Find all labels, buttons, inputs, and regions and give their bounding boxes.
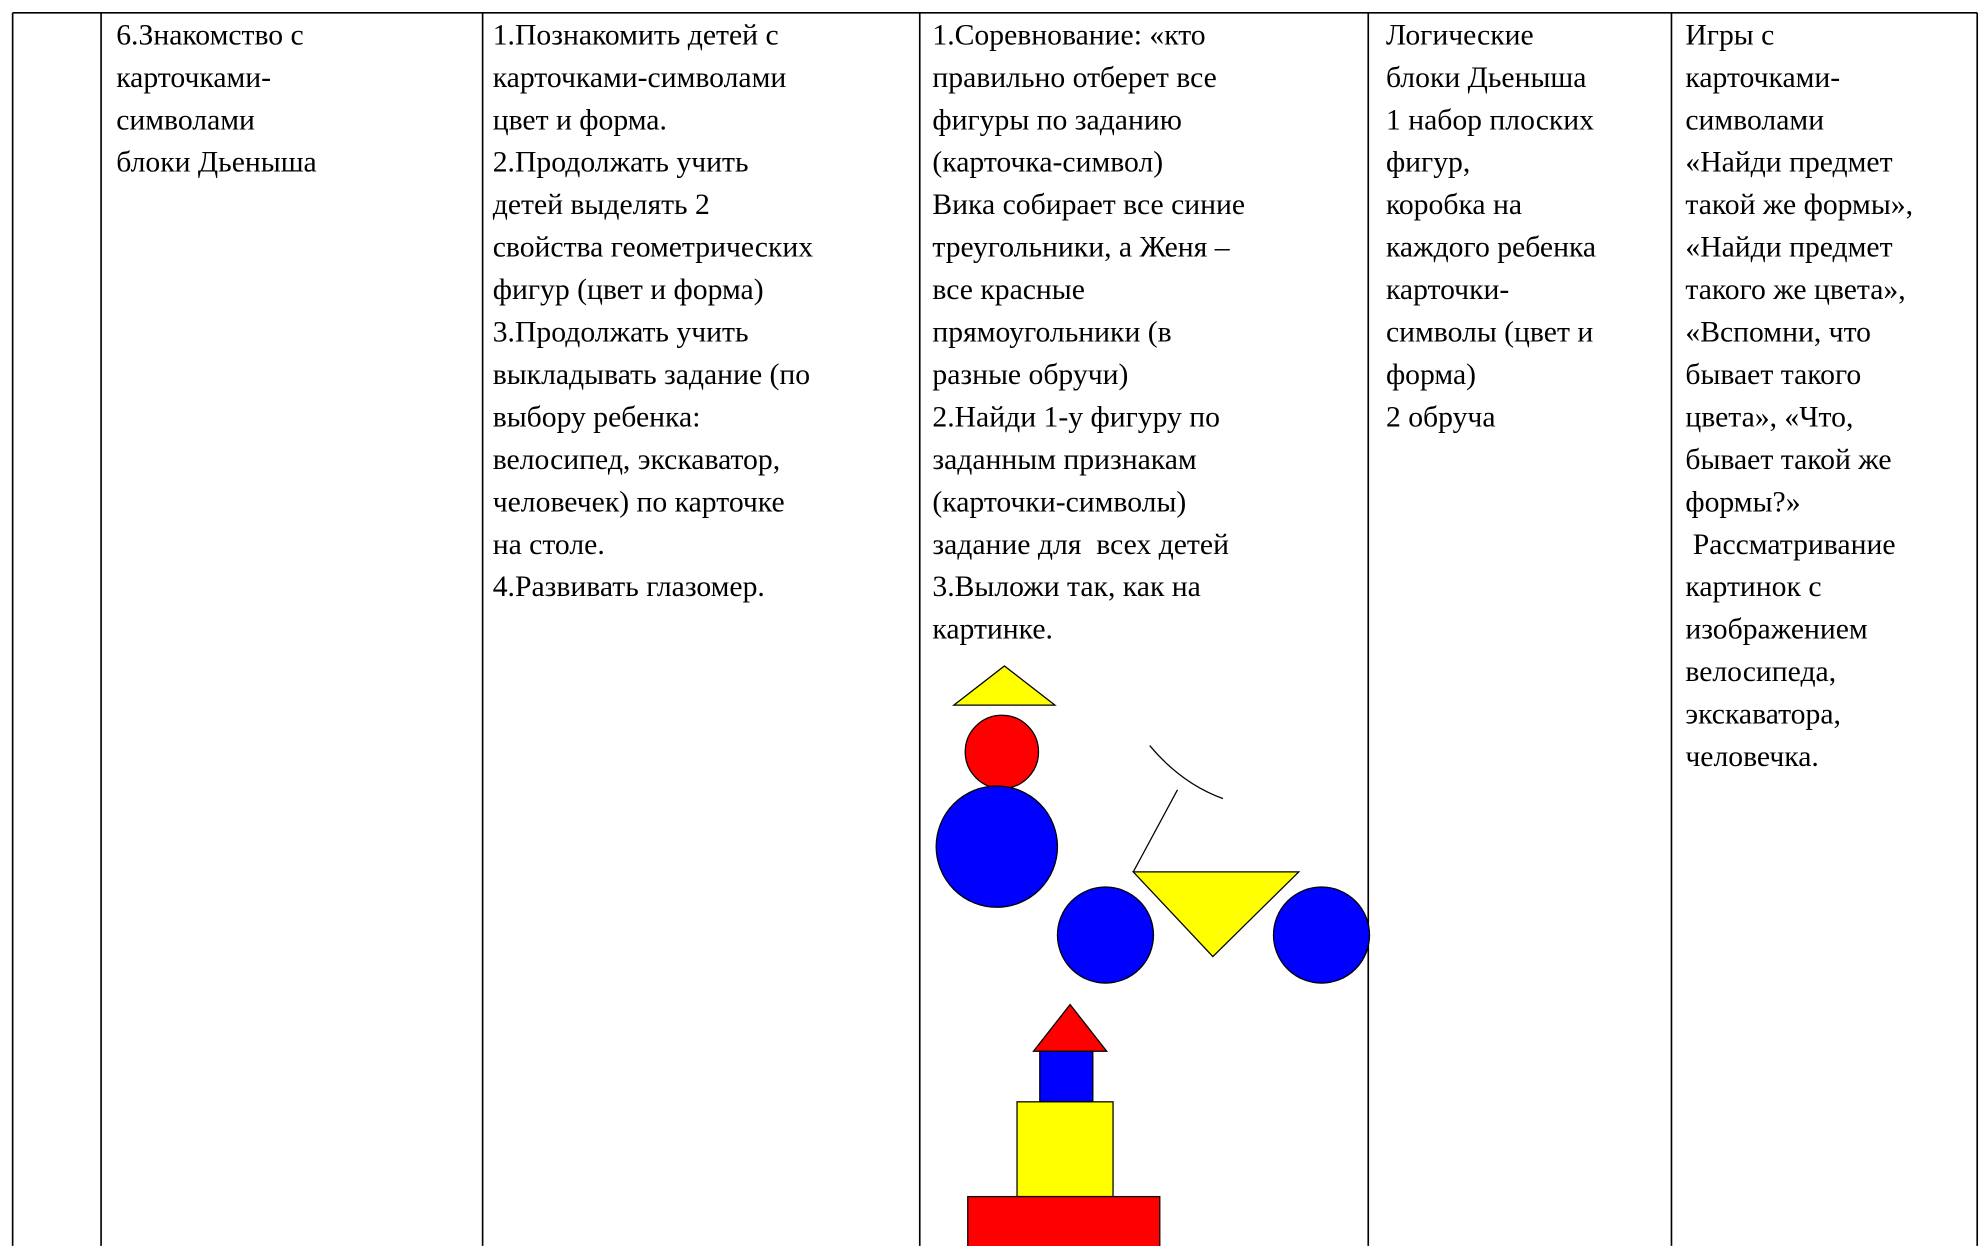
cell-line: каждого ребенка xyxy=(1386,232,1596,264)
cell-line: велосипед, экскаватор, xyxy=(493,444,780,476)
cell-line: прямоугольники (в xyxy=(932,317,1171,349)
cell-line: все красные xyxy=(932,274,1085,306)
cell-line: бывает такой же xyxy=(1685,444,1891,476)
cell-line: бывает такого xyxy=(1685,359,1861,391)
arc xyxy=(1149,745,1224,800)
cell-line: 3.Продолжать учить xyxy=(493,317,749,349)
cell-line: фигур, xyxy=(1386,147,1470,179)
cell-line: фигуры по заданию xyxy=(932,104,1182,136)
cell-line: задание для всех детей xyxy=(932,529,1229,561)
cell-line: карточки- xyxy=(1386,274,1509,306)
cell-line: разные обручи) xyxy=(932,359,1128,391)
cell-line: 2.Найди 1-у фигуру по xyxy=(932,401,1220,433)
cell-line: Рассматривание xyxy=(1685,529,1895,561)
cell-line: форма) xyxy=(1386,359,1476,391)
cell-line: «Вспомни, что xyxy=(1685,317,1871,349)
cell-line: картинке. xyxy=(932,614,1053,646)
cell-line: заданным признакам xyxy=(932,444,1197,476)
cell-line: символами xyxy=(1685,104,1824,136)
triangle xyxy=(1032,1003,1109,1052)
cell-line: свойства геометрических xyxy=(493,232,814,264)
table-borders xyxy=(11,11,1979,1246)
cell-line: человечка. xyxy=(1685,741,1818,773)
cell-line: «Найди предмет xyxy=(1685,232,1892,264)
cell-line: 2.Продолжать учить xyxy=(493,147,749,179)
cell-line: «Найди предмет xyxy=(1685,147,1892,179)
square xyxy=(1039,1050,1094,1103)
square xyxy=(1016,1101,1114,1198)
cell-line: Логические xyxy=(1386,19,1534,51)
triangle xyxy=(952,665,1057,706)
cell-line: символы (цвет и xyxy=(1386,317,1593,349)
cell-line: цвет и форма. xyxy=(493,104,667,136)
circle xyxy=(1056,886,1155,984)
cell-line: велосипеда, xyxy=(1685,656,1836,688)
cell-line: треугольники, а Женя – xyxy=(932,232,1230,264)
cell-line: 1.Познакомить детей с xyxy=(493,19,779,51)
cell-line: 1.Соревнование: «кто xyxy=(932,19,1205,51)
cell-line: фигур (цвет и форма) xyxy=(493,274,764,306)
cell-line: детей выделять 2 xyxy=(493,189,710,221)
cell-line: цвета», «Что, xyxy=(1685,401,1853,433)
circle xyxy=(935,785,1059,908)
circle xyxy=(964,714,1040,790)
cell-line: человечек) по карточке xyxy=(493,486,785,518)
cell-line: блоки Дьеныша xyxy=(1386,62,1587,94)
table-cells: 6.Знакомство с карточками-символами блоки … xyxy=(116,19,1913,773)
cell-line: блоки Дьеныша xyxy=(116,147,317,179)
cell-line: экскаватора, xyxy=(1685,699,1841,731)
cell-line: карточками-символами xyxy=(493,62,787,94)
cell-line: карточками- xyxy=(116,62,271,94)
cell-line: такого же цвета», xyxy=(1685,274,1905,306)
cell-line: выбору ребенка: xyxy=(493,401,701,433)
cell-line: Вика собирает все синие xyxy=(932,189,1245,221)
cell-line: (карточка-символ) xyxy=(932,147,1163,179)
cell-line: 2 обруча xyxy=(1386,401,1496,433)
cell-line: правильно отберет все xyxy=(932,62,1216,94)
cell-line: выкладывать задание (по xyxy=(493,359,810,391)
cell-line: Игры с xyxy=(1685,19,1774,51)
cell-line: 3.Выложи так, как на xyxy=(932,571,1200,603)
cell-line: карточками- xyxy=(1685,62,1840,94)
line xyxy=(1132,789,1179,873)
rectangle xyxy=(967,1195,1161,1246)
cell-line: (карточки-символы) xyxy=(932,486,1186,518)
cell-line: на столе. xyxy=(493,529,605,561)
cell-line: 6.Знакомство с xyxy=(116,19,304,51)
triangle xyxy=(1131,871,1301,958)
cell-line: коробка на xyxy=(1386,189,1522,221)
cell-line: изображением xyxy=(1685,614,1868,646)
figures xyxy=(935,665,1371,1246)
circle xyxy=(1272,886,1371,984)
cell-line: 4.Развивать глазомер. xyxy=(493,571,765,603)
cell-line: формы?» xyxy=(1685,486,1800,518)
cell-line: такой же формы», xyxy=(1685,189,1913,221)
cell-line: символами xyxy=(116,104,255,136)
cell-line: 1 набор плоских xyxy=(1386,104,1594,136)
cell-line: картинок с xyxy=(1685,571,1821,603)
